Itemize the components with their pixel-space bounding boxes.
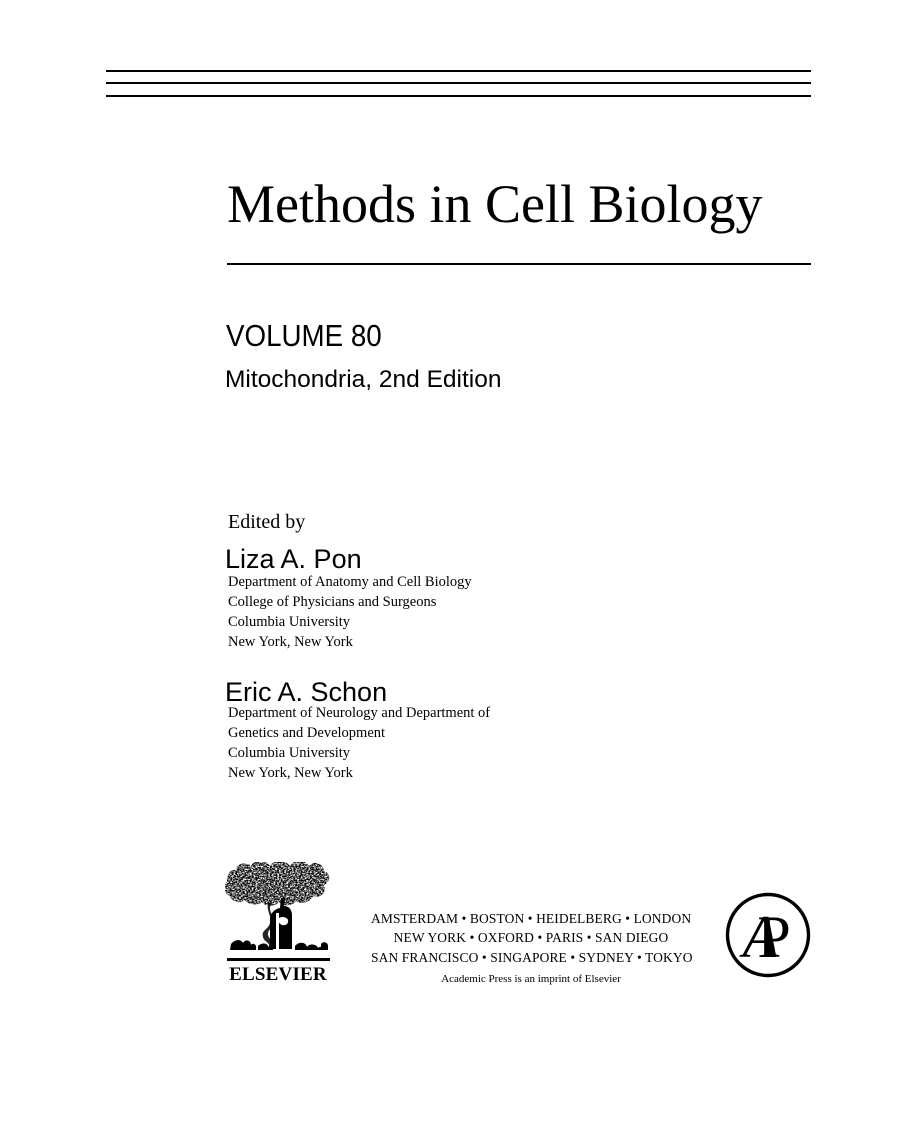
svg-text:ELSEVIER: ELSEVIER bbox=[229, 964, 327, 985]
svg-text:P: P bbox=[757, 904, 790, 970]
